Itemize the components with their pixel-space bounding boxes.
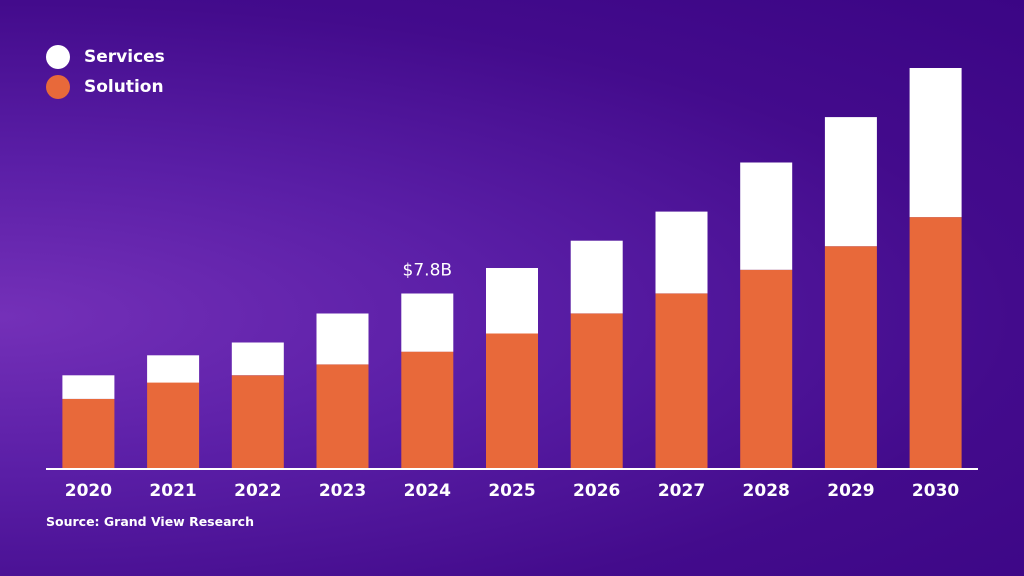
source-note: Source: Grand View Research	[46, 514, 254, 529]
bar-services-2028	[740, 162, 793, 270]
legend-swatch-services	[46, 45, 70, 69]
bar-services-2024	[401, 293, 454, 352]
legend-item-services: Services	[46, 45, 165, 69]
bar-solution-2023	[316, 364, 369, 468]
x-tick-label-2025: 2025	[488, 481, 535, 501]
legend-label-solution: Solution	[84, 77, 164, 97]
bar-services-2022	[231, 342, 284, 376]
data-label-2024: $7.8B	[403, 261, 453, 281]
bar-solution-2022	[231, 375, 284, 468]
x-tick-label-2022: 2022	[234, 481, 281, 501]
x-tick-label-2020: 2020	[65, 481, 112, 501]
bar-solution-2030	[909, 217, 962, 468]
x-tick-label-2027: 2027	[658, 481, 705, 501]
bar-services-2027	[655, 211, 708, 294]
bar-services-2020	[62, 375, 115, 399]
bar-services-2030	[909, 68, 962, 218]
bar-solution-2028	[740, 269, 793, 468]
bar-solution-2029	[824, 246, 877, 468]
legend-item-solution: Solution	[46, 75, 165, 99]
bar-solution-2025	[486, 333, 538, 468]
x-tick-label-2021: 2021	[149, 481, 196, 501]
bar-solution-2024	[401, 351, 454, 468]
bar-solution-2020	[62, 398, 115, 468]
x-tick-label-2030: 2030	[912, 481, 959, 501]
x-tick-label-2023: 2023	[319, 481, 366, 501]
legend-label-services: Services	[84, 47, 165, 67]
bar-solution-2026	[570, 313, 623, 468]
bar-solution-2027	[655, 293, 708, 468]
bar-services-2025	[486, 268, 538, 334]
x-tick-label-2024: 2024	[404, 481, 451, 501]
bar-services-2023	[316, 313, 369, 365]
x-tick-label-2028: 2028	[743, 481, 790, 501]
legend: Services Solution	[46, 45, 165, 99]
bar-services-2021	[147, 355, 200, 383]
legend-swatch-solution	[46, 75, 70, 99]
bar-services-2026	[570, 240, 623, 314]
bar-solution-2021	[147, 382, 200, 468]
x-tick-label-2029: 2029	[827, 481, 874, 501]
x-tick-label-2026: 2026	[573, 481, 620, 501]
bar-services-2029	[824, 117, 877, 247]
